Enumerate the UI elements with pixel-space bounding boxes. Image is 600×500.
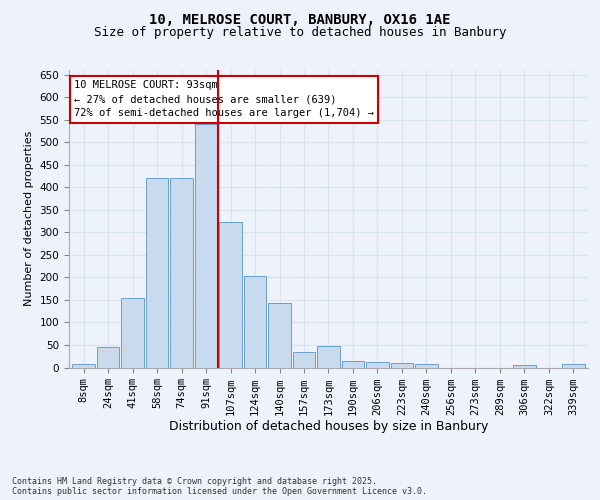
Bar (342, 360, 364, 368)
Text: 10, MELROSE COURT, BANBURY, OX16 1AE: 10, MELROSE COURT, BANBURY, OX16 1AE (149, 12, 451, 26)
Bar (562, 364, 584, 368)
Bar (268, 304, 291, 368)
Bar (415, 364, 437, 368)
Bar (146, 178, 169, 368)
Bar (293, 352, 315, 368)
Bar (121, 298, 144, 368)
Bar (391, 363, 413, 368)
Bar (220, 222, 242, 368)
Y-axis label: Number of detached properties: Number of detached properties (24, 131, 34, 306)
Bar (317, 346, 340, 368)
Bar (366, 362, 389, 368)
Bar (244, 276, 266, 368)
Bar (513, 365, 536, 368)
X-axis label: Distribution of detached houses by size in Banbury: Distribution of detached houses by size … (169, 420, 488, 434)
Bar (97, 347, 119, 368)
Text: 10 MELROSE COURT: 93sqm
← 27% of detached houses are smaller (639)
72% of semi-d: 10 MELROSE COURT: 93sqm ← 27% of detache… (74, 80, 374, 118)
Text: Size of property relative to detached houses in Banbury: Size of property relative to detached ho… (94, 26, 506, 39)
Bar (170, 178, 193, 368)
Bar (195, 124, 217, 368)
Bar (73, 364, 95, 368)
Text: Contains HM Land Registry data © Crown copyright and database right 2025.
Contai: Contains HM Land Registry data © Crown c… (12, 476, 427, 496)
